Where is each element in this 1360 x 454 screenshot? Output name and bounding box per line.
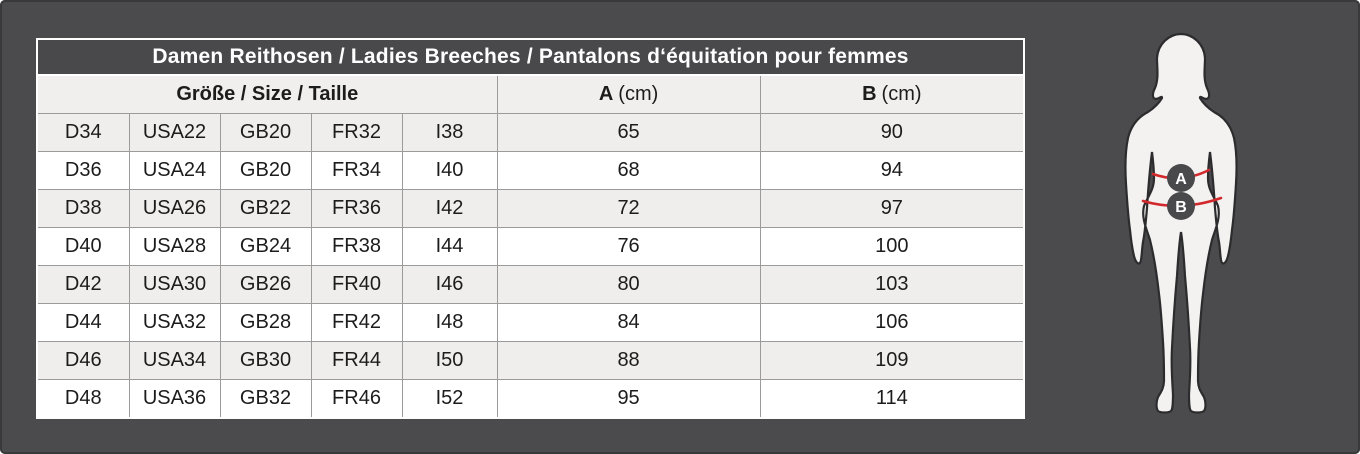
size-gb-cell: GB32 [219,379,312,417]
size-gb-cell: GB20 [219,151,312,190]
group-header-size: Größe / Size / Taille [38,76,498,114]
size-de-cell: D40 [38,227,130,266]
size-gb-cell: GB26 [219,265,312,304]
measure-a-cell: 65 [496,113,761,152]
size-it-cell: I38 [401,113,498,152]
table-row: D34 USA22 GB20 FR32 I38 65 90 [38,113,1024,152]
marker-b-badge [1167,192,1195,220]
size-usa-cell: USA26 [128,189,221,228]
size-gb-cell: GB28 [219,303,312,342]
size-fr-cell: FR36 [310,189,403,228]
size-table: Damen Reithosen / Ladies Breeches / Pant… [36,38,1025,419]
size-usa-cell: USA28 [128,227,221,266]
measure-b-cell: 103 [759,265,1024,304]
table-row: D42 USA30 GB26 FR40 I46 80 103 [38,265,1024,304]
size-fr-cell: FR40 [310,265,403,304]
size-gb-cell: GB22 [219,189,312,228]
table-row: D38 USA26 GB22 FR36 I42 72 97 [38,189,1024,228]
size-gb-cell: GB30 [219,341,312,380]
size-de-cell: D34 [38,113,130,152]
size-it-cell: I44 [401,227,498,266]
size-rows: D34 USA22 GB20 FR32 I38 65 90 D36 USA24 … [38,113,1024,417]
measure-b-cell: 94 [759,151,1024,190]
woman-silhouette-figure: A B [1124,32,1238,414]
size-fr-cell: FR42 [310,303,403,342]
table-title: Damen Reithosen / Ladies Breeches / Pant… [38,40,1023,76]
measure-a-cell: 68 [496,151,761,190]
size-gb-cell: GB20 [219,113,312,152]
measure-a-cell: 84 [496,303,761,342]
table-row: D48 USA36 GB32 FR46 I52 95 114 [38,379,1024,417]
measure-b-cell: 90 [759,113,1024,152]
table-row: D40 USA28 GB24 FR38 I44 76 100 [38,227,1024,266]
column-header-b: B (cm) [759,76,1024,114]
size-de-cell: D42 [38,265,130,304]
size-de-cell: D44 [38,303,130,342]
marker-b-label: B [1175,199,1187,216]
size-usa-cell: USA34 [128,341,221,380]
size-usa-cell: USA36 [128,379,221,417]
measure-a-cell: 95 [496,379,761,417]
size-de-cell: D46 [38,341,130,380]
column-a-letter: A [598,83,614,105]
size-usa-cell: USA22 [128,113,221,152]
measure-b-cell: 100 [759,227,1024,266]
table-row: D44 USA32 GB28 FR42 I48 84 106 [38,303,1024,342]
size-usa-cell: USA30 [128,265,221,304]
size-de-cell: D38 [38,189,130,228]
size-it-cell: I50 [401,341,498,380]
size-de-cell: D36 [38,151,130,190]
measure-a-cell: 76 [496,227,761,266]
size-gb-cell: GB24 [219,227,312,266]
table-row: D46 USA34 GB30 FR44 I50 88 109 [38,341,1024,380]
size-it-cell: I48 [401,303,498,342]
size-it-cell: I42 [401,189,498,228]
measure-b-cell: 114 [759,379,1024,417]
size-fr-cell: FR38 [310,227,403,266]
size-it-cell: I40 [401,151,498,190]
size-it-cell: I52 [401,379,498,417]
size-grid: Größe / Size / Taille A (cm) B (cm) D34 US… [38,76,1024,417]
size-fr-cell: FR46 [310,379,403,417]
size-usa-cell: USA32 [128,303,221,342]
size-it-cell: I46 [401,265,498,304]
measure-a-cell: 80 [496,265,761,304]
measure-b-cell: 97 [759,189,1024,228]
size-fr-cell: FR34 [310,151,403,190]
size-usa-cell: USA24 [128,151,221,190]
measure-b-cell: 106 [759,303,1024,342]
column-a-unit: (cm) [618,83,659,105]
size-de-cell: D48 [38,379,130,417]
header-row: Größe / Size / Taille A (cm) B (cm) [38,76,1024,114]
table-row: D36 USA24 GB20 FR34 I40 68 94 [38,151,1024,190]
column-b-unit: (cm) [881,83,922,105]
size-fr-cell: FR32 [310,113,403,152]
measure-b-cell: 109 [759,341,1024,380]
measure-a-cell: 88 [496,341,761,380]
woman-silhouette-outline [1124,32,1238,414]
size-fr-cell: FR44 [310,341,403,380]
marker-a-badge [1167,164,1195,192]
marker-a-label: A [1175,171,1187,188]
measure-a-cell: 72 [496,189,761,228]
column-header-a: A (cm) [496,76,761,114]
column-b-letter: B [862,83,877,105]
